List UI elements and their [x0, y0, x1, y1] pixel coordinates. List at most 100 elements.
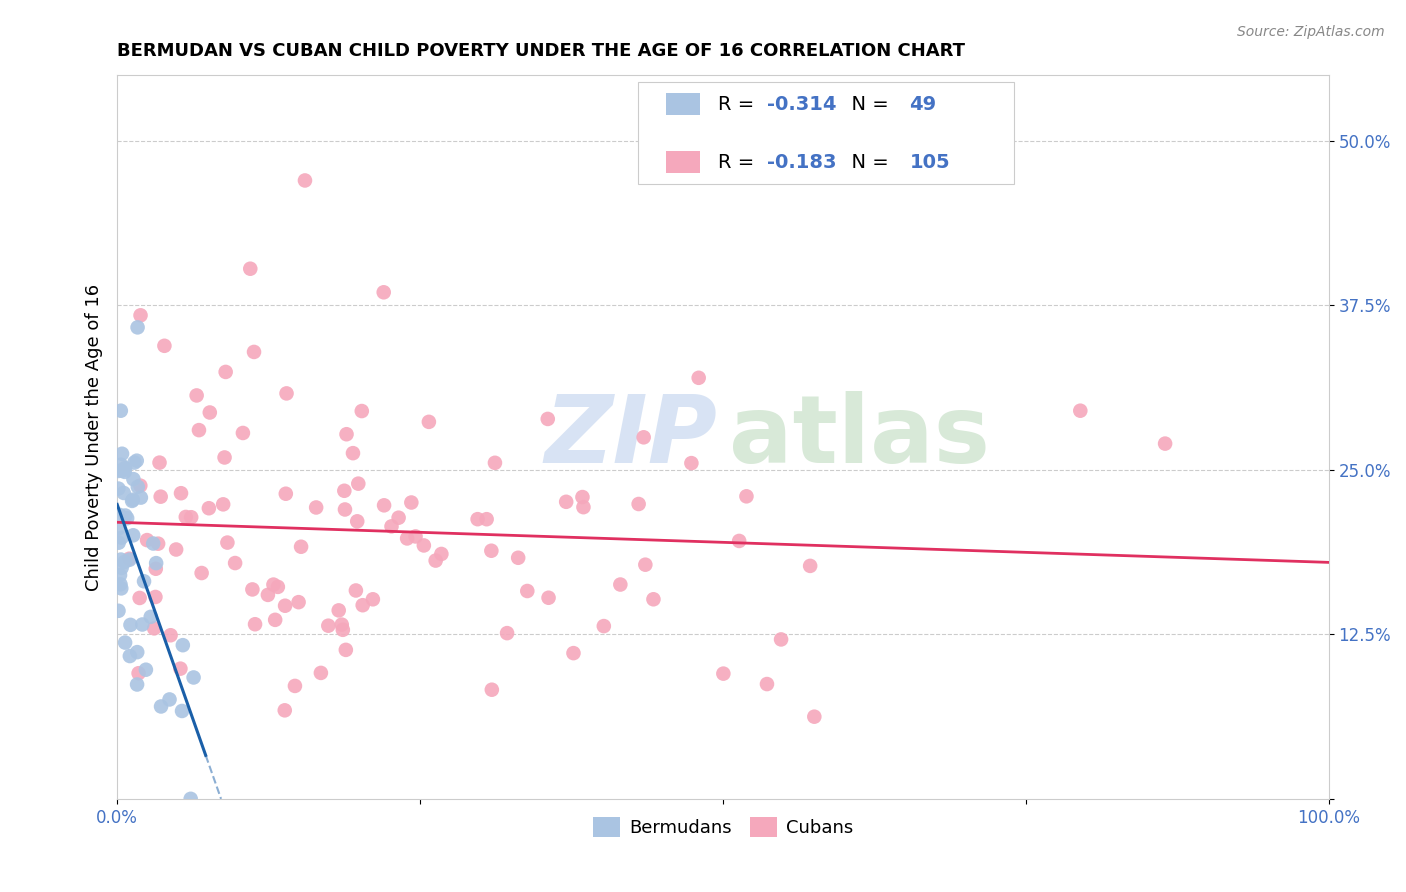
Point — [198, 501, 221, 516]
Point — [131, 617, 153, 632]
Point — [143, 621, 166, 635]
Point — [342, 446, 364, 460]
Text: R =: R = — [718, 153, 761, 171]
Text: ZIP: ZIP — [544, 391, 717, 483]
Point — [274, 703, 297, 717]
Point — [284, 679, 307, 693]
Point — [318, 618, 340, 632]
Text: BERMUDAN VS CUBAN CHILD POVERTY UNDER THE AGE OF 16 CORRELATION CHART: BERMUDAN VS CUBAN CHILD POVERTY UNDER TH… — [117, 42, 965, 60]
Point — [186, 388, 208, 402]
Point — [412, 538, 434, 552]
Point — [430, 547, 453, 561]
Point — [122, 492, 145, 507]
Point — [118, 648, 141, 663]
Point — [180, 510, 202, 524]
Point — [122, 472, 145, 486]
Point — [305, 500, 328, 515]
Point — [114, 635, 136, 649]
Point — [294, 173, 316, 187]
Point — [361, 592, 384, 607]
Point — [170, 486, 193, 500]
Point — [290, 540, 312, 554]
Point — [634, 558, 657, 572]
Point — [115, 511, 138, 525]
Point — [110, 458, 132, 472]
Point — [484, 456, 506, 470]
Point — [537, 591, 560, 605]
Point — [242, 582, 264, 597]
Point — [373, 499, 395, 513]
Point — [681, 456, 703, 470]
Point — [609, 577, 631, 591]
Point — [688, 371, 710, 385]
Legend: Bermudans, Cubans: Bermudans, Cubans — [586, 810, 860, 844]
Point — [110, 561, 132, 575]
Point — [335, 643, 357, 657]
Point — [346, 514, 368, 528]
Point — [475, 512, 498, 526]
Point — [328, 603, 350, 617]
Point — [107, 604, 129, 618]
Point — [728, 533, 751, 548]
Point — [224, 556, 246, 570]
Point — [215, 365, 238, 379]
Point — [127, 320, 149, 334]
Point — [108, 508, 131, 522]
Point — [508, 550, 530, 565]
Point — [110, 577, 132, 591]
Point — [264, 613, 287, 627]
Point — [276, 386, 298, 401]
Point — [149, 490, 172, 504]
Point — [380, 519, 402, 533]
Point — [287, 595, 309, 609]
Point — [150, 699, 173, 714]
Point — [352, 598, 374, 612]
Point — [335, 427, 357, 442]
Point — [114, 465, 136, 479]
Text: -0.183: -0.183 — [766, 153, 837, 171]
Text: Source: ZipAtlas.com: Source: ZipAtlas.com — [1237, 25, 1385, 39]
Point — [169, 662, 191, 676]
Point — [418, 415, 440, 429]
Point — [214, 450, 236, 465]
Point — [373, 285, 395, 300]
Point — [347, 476, 370, 491]
Bar — [666, 94, 700, 115]
Point — [770, 632, 793, 647]
Text: atlas: atlas — [728, 391, 990, 483]
Point — [145, 590, 167, 604]
Point — [571, 490, 593, 504]
Point — [401, 495, 423, 509]
Point — [425, 553, 447, 567]
Point — [405, 529, 427, 543]
Point — [129, 478, 152, 492]
Point — [127, 677, 149, 691]
Point — [188, 423, 211, 437]
Point — [125, 453, 148, 467]
Point — [159, 692, 181, 706]
Point — [333, 502, 356, 516]
Point — [243, 345, 266, 359]
Point — [128, 666, 150, 681]
Point — [110, 552, 132, 566]
Point — [803, 709, 825, 723]
Point — [145, 556, 167, 570]
Point — [183, 670, 205, 684]
Point — [127, 480, 149, 494]
Point — [239, 261, 262, 276]
Y-axis label: Child Poverty Under the Age of 16: Child Poverty Under the Age of 16 — [86, 284, 103, 591]
Point — [627, 497, 650, 511]
Point — [122, 528, 145, 542]
Text: 49: 49 — [910, 95, 936, 113]
Point — [114, 555, 136, 569]
Point — [129, 308, 152, 322]
Point — [217, 535, 239, 549]
Point — [309, 665, 332, 680]
Point — [128, 591, 150, 605]
Point — [799, 558, 821, 573]
Point — [633, 430, 655, 444]
Point — [121, 494, 143, 508]
Point — [114, 508, 136, 523]
Point — [111, 464, 134, 478]
Point — [132, 574, 155, 589]
